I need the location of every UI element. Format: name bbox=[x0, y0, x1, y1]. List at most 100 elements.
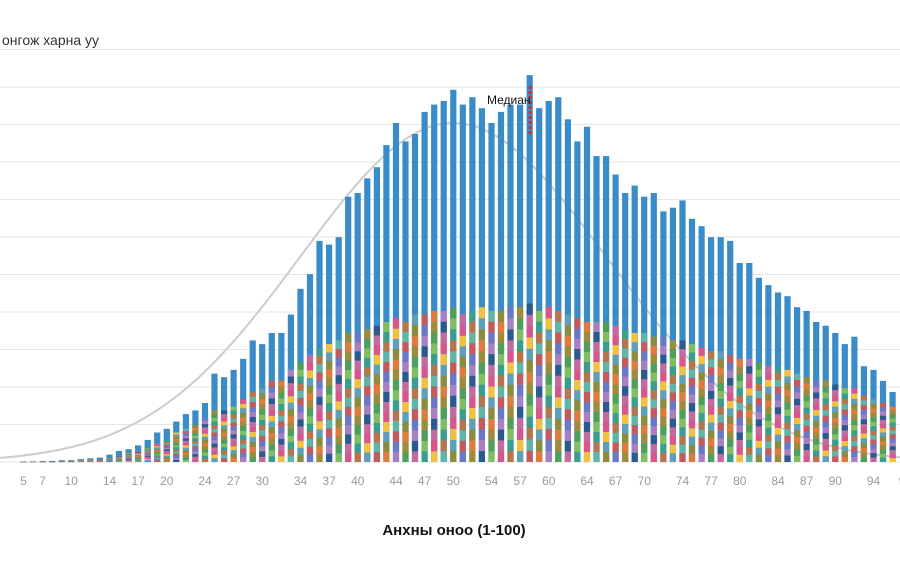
bar-43[interactable] bbox=[383, 145, 390, 462]
bar-46[interactable] bbox=[411, 134, 419, 462]
bar-28[interactable] bbox=[240, 358, 247, 462]
bar-59[interactable] bbox=[536, 108, 543, 462]
bar-29[interactable] bbox=[249, 340, 256, 462]
bar-83[interactable] bbox=[765, 285, 772, 462]
bar-stack-segment bbox=[411, 377, 419, 389]
bar-67[interactable] bbox=[612, 174, 619, 462]
bar-25[interactable] bbox=[211, 373, 218, 462]
bar-5[interactable] bbox=[20, 461, 27, 463]
bar-20[interactable] bbox=[163, 428, 170, 462]
bar-37[interactable] bbox=[326, 244, 333, 462]
bar-61[interactable] bbox=[555, 97, 562, 462]
legend-hint[interactable]: онгож харна уу bbox=[2, 32, 99, 48]
bar-71[interactable] bbox=[650, 193, 657, 462]
bar-85[interactable] bbox=[784, 296, 791, 462]
bar-47[interactable] bbox=[421, 111, 428, 463]
bar-stack-segment bbox=[603, 322, 610, 332]
bar-70[interactable] bbox=[641, 196, 648, 462]
bar-91[interactable] bbox=[841, 344, 848, 462]
bar-57[interactable] bbox=[517, 104, 524, 462]
bar-95[interactable] bbox=[879, 380, 887, 462]
bar-26[interactable] bbox=[221, 377, 228, 462]
bar-stack-segment bbox=[545, 329, 552, 341]
bar-80[interactable] bbox=[736, 263, 743, 462]
bar-51[interactable] bbox=[459, 104, 466, 462]
bar-88[interactable] bbox=[813, 322, 820, 462]
bar-53[interactable] bbox=[478, 108, 485, 462]
bar-38[interactable] bbox=[335, 237, 342, 462]
bar-7[interactable] bbox=[39, 460, 46, 463]
bar-54[interactable] bbox=[488, 123, 495, 462]
bar-stack-segment bbox=[583, 452, 591, 462]
bar-50[interactable] bbox=[450, 89, 457, 463]
bar-75[interactable] bbox=[688, 218, 696, 462]
bar-21[interactable] bbox=[173, 421, 180, 463]
bar-31[interactable] bbox=[268, 333, 275, 462]
bar-14[interactable] bbox=[106, 454, 113, 462]
bar-79[interactable] bbox=[727, 240, 734, 462]
bar-40[interactable] bbox=[354, 193, 361, 462]
bar-45[interactable] bbox=[402, 141, 409, 462]
bar-76[interactable] bbox=[698, 226, 705, 462]
bar-86[interactable] bbox=[794, 307, 801, 462]
bar-68[interactable] bbox=[622, 193, 629, 462]
bar-52[interactable] bbox=[469, 97, 476, 462]
bar-15[interactable] bbox=[115, 450, 123, 462]
bar-18[interactable] bbox=[144, 439, 151, 462]
bar-82[interactable] bbox=[755, 277, 762, 463]
bar-24[interactable] bbox=[201, 403, 209, 462]
bar-19[interactable] bbox=[154, 432, 161, 463]
bar-stack-segment bbox=[306, 378, 314, 386]
bar-78[interactable] bbox=[717, 237, 724, 462]
bar-93[interactable] bbox=[860, 366, 867, 462]
bar-62[interactable] bbox=[564, 119, 571, 463]
bar-73[interactable] bbox=[669, 207, 676, 462]
bar-42[interactable] bbox=[373, 167, 380, 462]
bar-74[interactable] bbox=[679, 200, 686, 462]
bar-49[interactable] bbox=[440, 100, 447, 463]
bar-34[interactable] bbox=[297, 288, 304, 462]
bar-27[interactable] bbox=[230, 369, 237, 462]
bar-84[interactable] bbox=[774, 292, 782, 463]
bar-35[interactable] bbox=[306, 274, 314, 462]
bar-11[interactable] bbox=[77, 459, 84, 463]
bar-10[interactable] bbox=[68, 460, 75, 463]
bar-16[interactable] bbox=[125, 449, 132, 462]
bar-32[interactable] bbox=[278, 333, 285, 462]
bar-13[interactable] bbox=[96, 457, 103, 463]
bar-22[interactable] bbox=[182, 414, 189, 462]
bar-8[interactable] bbox=[49, 460, 56, 463]
bar-9[interactable] bbox=[58, 460, 65, 463]
bar-92[interactable] bbox=[851, 336, 858, 462]
bar-94[interactable] bbox=[870, 369, 877, 462]
bar-72[interactable] bbox=[660, 211, 667, 462]
bar-63[interactable] bbox=[574, 141, 581, 462]
bar-87[interactable] bbox=[803, 310, 810, 462]
bar-33[interactable] bbox=[287, 314, 294, 462]
bar-55[interactable] bbox=[497, 111, 505, 463]
bar-39[interactable] bbox=[345, 196, 352, 462]
bar-69[interactable] bbox=[631, 185, 638, 462]
bar-65[interactable] bbox=[593, 156, 600, 462]
bar-81[interactable] bbox=[746, 263, 753, 462]
bar-44[interactable] bbox=[392, 123, 400, 462]
bar-90[interactable] bbox=[832, 333, 839, 462]
bar-48[interactable] bbox=[431, 104, 438, 462]
bar-77[interactable] bbox=[708, 237, 715, 462]
bar-17[interactable] bbox=[135, 445, 142, 462]
bar-96[interactable] bbox=[889, 392, 896, 462]
bar-41[interactable] bbox=[364, 178, 371, 463]
bar-60[interactable] bbox=[545, 100, 552, 463]
bar-58[interactable] bbox=[526, 75, 533, 462]
bar-stack-segment bbox=[173, 449, 180, 452]
bar-89[interactable] bbox=[822, 325, 829, 462]
bar-12[interactable] bbox=[87, 458, 94, 463]
bar-23[interactable] bbox=[192, 410, 199, 462]
bar-36[interactable] bbox=[316, 240, 323, 462]
bar-6[interactable] bbox=[29, 461, 37, 463]
bar-56[interactable] bbox=[507, 104, 514, 462]
bar-stack-segment bbox=[326, 411, 333, 420]
bar-66[interactable] bbox=[603, 156, 610, 462]
bar-64[interactable] bbox=[583, 126, 591, 462]
bar-30[interactable] bbox=[259, 344, 266, 462]
